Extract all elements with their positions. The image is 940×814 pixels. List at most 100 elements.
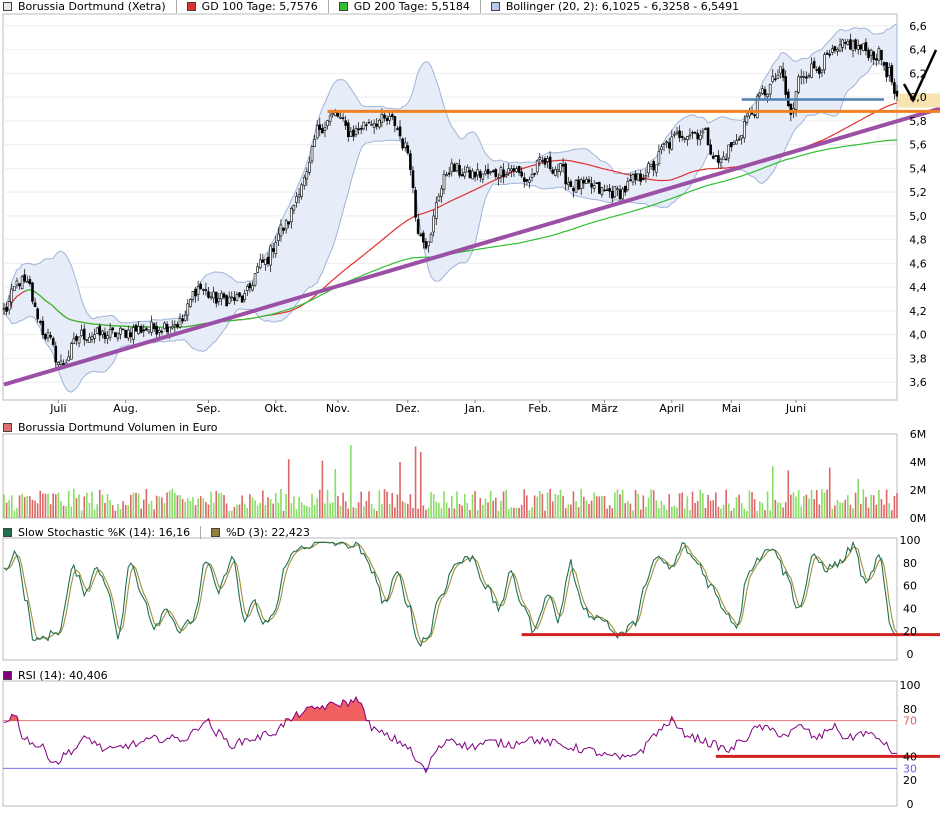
candle-body xyxy=(805,76,808,79)
volume-bar xyxy=(73,488,75,518)
candle-body xyxy=(251,285,254,291)
candle-body xyxy=(271,248,275,252)
legend-stoch-d-text: %D (3): 22,423 xyxy=(226,526,310,539)
volume-bar xyxy=(192,497,194,518)
candle-body xyxy=(854,39,857,50)
y-tick-label-rsi: 40 xyxy=(903,750,917,763)
volume-bar xyxy=(805,494,808,518)
volume-bar xyxy=(585,500,588,518)
x-tick-label: Aug. xyxy=(113,402,138,415)
candle-body xyxy=(877,48,881,61)
volume-bar xyxy=(135,492,137,518)
candle-body xyxy=(810,63,813,78)
volume-bar xyxy=(233,507,236,518)
volume-bar xyxy=(570,504,572,518)
volume-bar xyxy=(438,502,440,518)
candle-body xyxy=(494,169,498,177)
candle-body xyxy=(178,318,182,328)
candle-body xyxy=(287,221,291,225)
volume-bar xyxy=(104,502,106,518)
volume-bar xyxy=(593,492,595,518)
candle-body xyxy=(732,142,736,145)
candle-body xyxy=(380,113,384,123)
volume-bar xyxy=(580,488,583,518)
volume-bar xyxy=(836,499,839,518)
candle-body xyxy=(334,112,337,116)
volume-bar xyxy=(251,497,254,518)
candle-body xyxy=(598,181,601,194)
volume-bar xyxy=(241,495,243,518)
volume-bar xyxy=(727,503,730,518)
candle-body xyxy=(20,276,24,290)
volume-bar xyxy=(277,502,280,518)
candle-body xyxy=(761,88,764,94)
candle-body xyxy=(476,169,479,176)
volume-bar xyxy=(52,493,54,518)
volume-bar xyxy=(681,492,683,518)
candle-body xyxy=(807,74,811,77)
candle-body xyxy=(698,134,702,140)
volume-bar xyxy=(813,499,815,518)
volume-bar xyxy=(484,498,487,518)
candle-body xyxy=(357,128,360,131)
volume-bar xyxy=(114,510,117,518)
volume-bar xyxy=(735,497,738,518)
candle-body xyxy=(605,189,609,192)
volume-bar xyxy=(80,510,83,518)
volume-bar xyxy=(466,502,469,518)
volume-bar xyxy=(298,496,300,518)
volume-bar xyxy=(564,508,567,518)
candle-body xyxy=(308,161,311,173)
volume-bar xyxy=(852,508,854,518)
y-tick-label-stoch: 80 xyxy=(903,557,917,570)
x-tick-label: Juni xyxy=(785,402,806,415)
volume-bar xyxy=(450,495,453,518)
candle-body xyxy=(253,273,257,286)
candle-body xyxy=(445,174,448,177)
candle-body xyxy=(856,45,860,50)
volume-bar xyxy=(746,510,748,518)
candle-body xyxy=(603,189,606,192)
volume-bar xyxy=(13,510,16,518)
candle-body xyxy=(789,103,793,115)
volume-bar xyxy=(792,492,795,518)
candle-body xyxy=(473,171,477,178)
volume-bar xyxy=(422,505,425,518)
candle-body xyxy=(155,326,159,335)
candle-body xyxy=(471,170,474,180)
candle-body xyxy=(424,241,428,249)
volume-bar xyxy=(611,508,614,518)
volume-bar xyxy=(373,508,375,518)
stoch-k-line xyxy=(3,540,898,648)
volume-bar xyxy=(399,462,401,518)
volume-bar xyxy=(891,510,893,518)
candle-body xyxy=(566,182,570,186)
candle-body xyxy=(667,142,671,149)
candle-body xyxy=(429,233,433,243)
candle-body xyxy=(781,68,785,78)
volume-bar xyxy=(205,501,207,518)
candle-body xyxy=(261,259,265,263)
candle-body xyxy=(649,163,653,167)
trendline xyxy=(3,106,940,387)
candle-body xyxy=(862,43,865,51)
candle-body xyxy=(359,128,363,130)
volume-bar xyxy=(544,510,546,518)
volume-bar xyxy=(300,502,303,518)
candle-body xyxy=(460,174,464,177)
candle-body xyxy=(636,173,640,181)
candle-body xyxy=(704,128,707,130)
candle-body xyxy=(352,129,355,137)
candle-body xyxy=(717,155,720,163)
y-tick-label-volume: 0M xyxy=(910,512,927,525)
volume-bar xyxy=(293,496,295,518)
volume-bar xyxy=(826,489,828,518)
candle-body xyxy=(409,153,412,170)
candle-body xyxy=(851,40,855,51)
candle-body xyxy=(489,171,492,173)
candle-body xyxy=(766,93,769,98)
candle-body xyxy=(204,289,208,291)
volume-bar xyxy=(774,499,777,518)
volume-bar xyxy=(308,507,311,518)
y-tick-label-rsi: 100 xyxy=(900,679,921,692)
